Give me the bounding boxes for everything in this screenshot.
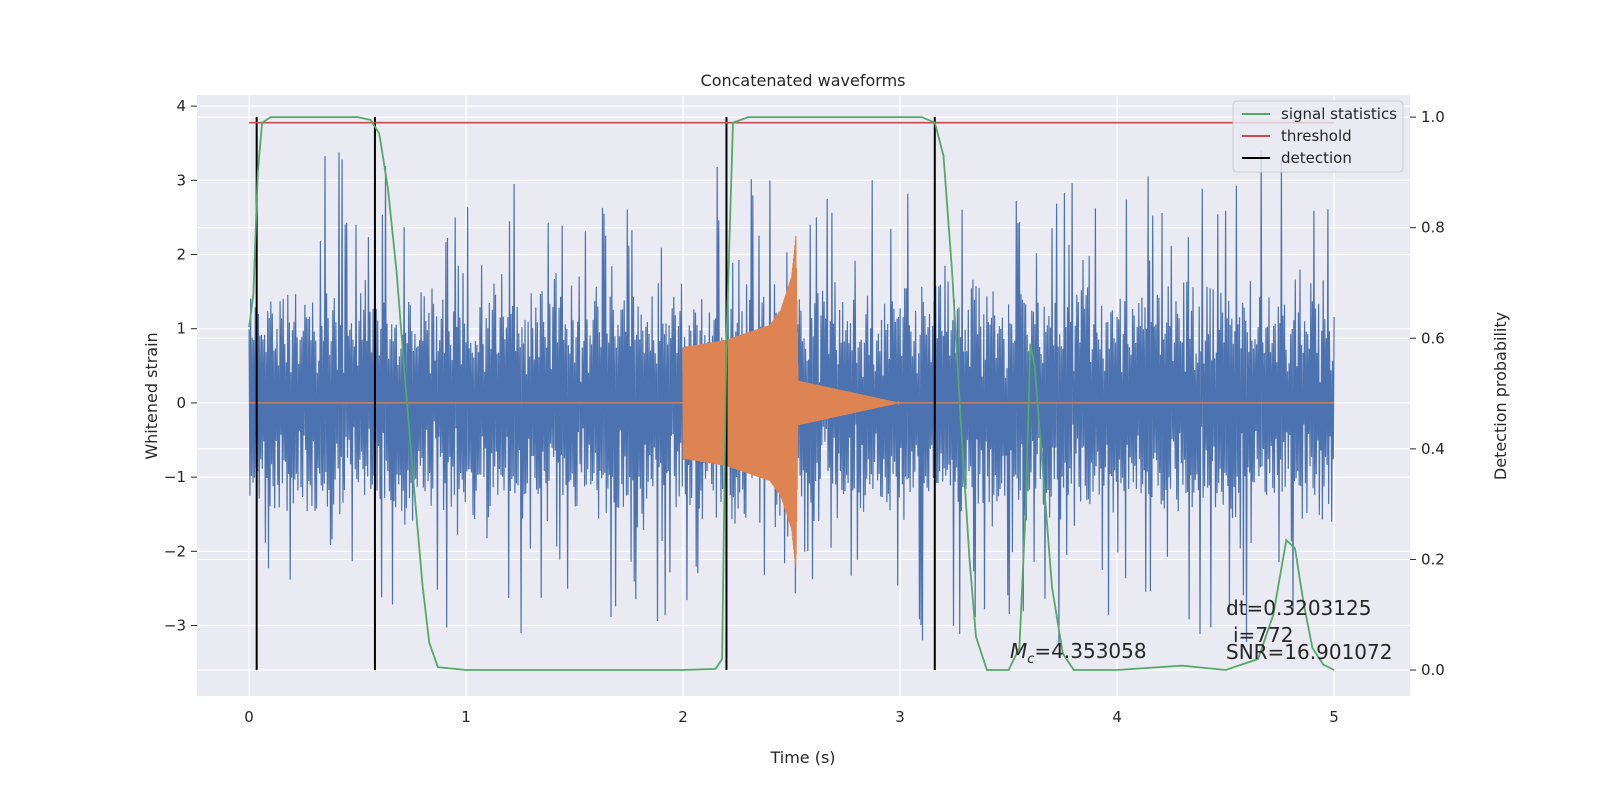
- y-axis-label: Whitened strain: [142, 332, 161, 459]
- legend-item-detection: detection: [1281, 149, 1352, 167]
- series-template: [249, 235, 1335, 568]
- y-tick-label: −3: [164, 617, 186, 635]
- y-tick-label: 2: [176, 246, 186, 264]
- y-right-tick-label: 0.2: [1421, 550, 1445, 568]
- y-tick-label: 1: [176, 320, 186, 338]
- y-tick-label: −1: [164, 468, 186, 486]
- y-right-tick-label: 1.0: [1421, 108, 1445, 126]
- legend-item-threshold: threshold: [1281, 127, 1352, 145]
- x-tick-label: 4: [1112, 708, 1122, 726]
- y-axis-right-label: Detection probability: [1491, 312, 1510, 480]
- y-right-tick-label: 0.4: [1421, 440, 1445, 458]
- y-right-tick-label: 0.0: [1421, 661, 1445, 679]
- plot-area: [248, 116, 1335, 671]
- y-right-tick-label: 0.8: [1421, 219, 1445, 237]
- x-axis-label: Time (s): [769, 748, 835, 767]
- annotation-mc-value: =4.353058: [1034, 639, 1146, 663]
- y-tick-label: 4: [176, 97, 186, 115]
- axis-ticks: 0 1 2 3 4 5 −3 −2 −1 0 1 2 3 4 0.0 0.2 0.4 0.6 0.8 1.0: [164, 97, 1445, 726]
- annotation-snr: SNR=16.901072: [1226, 640, 1392, 664]
- chart-title: Concatenated waveforms: [701, 71, 906, 90]
- x-tick-label: 5: [1329, 708, 1339, 726]
- annotation-dt: dt=0.3203125: [1226, 596, 1371, 620]
- x-tick-label: 3: [895, 708, 905, 726]
- x-tick-label: 1: [461, 708, 471, 726]
- annotations: Mc=4.353058 dt=0.3203125 i=772 SNR=16.90…: [1010, 596, 1392, 667]
- legend-item-signal-statistics: signal statistics: [1281, 105, 1397, 123]
- legend-box: [1232, 100, 1404, 173]
- series-signal-statistics: [248, 116, 1335, 671]
- legend: signal statistics threshold detection: [1232, 100, 1404, 173]
- x-tick-label: 0: [244, 708, 254, 726]
- y-tick-label: −2: [164, 542, 186, 560]
- y-right-tick-label: 0.6: [1421, 329, 1445, 347]
- annotation-mc: Mc=4.353058: [1010, 639, 1147, 667]
- x-tick-label: 2: [678, 708, 688, 726]
- y-tick-label: 3: [176, 171, 186, 189]
- annotation-i: i=772: [1233, 623, 1294, 647]
- y-tick-label: 0: [176, 394, 186, 412]
